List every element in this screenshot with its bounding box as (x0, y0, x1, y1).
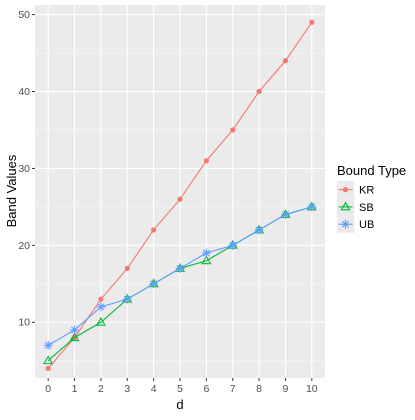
series-ub-point (122, 294, 132, 304)
y-axis: 10 20 30 40 50 (18, 9, 35, 329)
y-tick-label: 40 (18, 86, 30, 98)
series-sb-point (201, 255, 212, 265)
y-tick-label: 20 (18, 240, 30, 252)
series-kr-point (124, 265, 130, 272)
y-tick-label: 50 (18, 9, 30, 21)
legend-title: Bound Type (337, 163, 406, 178)
series-ub-point (201, 248, 211, 258)
series-ub-point (70, 325, 79, 335)
series-layer (43, 19, 317, 371)
series-ub-point (307, 202, 317, 212)
y-tick-label: 10 (18, 317, 30, 329)
legend-key-marker-sb (340, 201, 351, 211)
series-kr-point (309, 19, 315, 25)
x-tick-label: 9 (283, 383, 289, 395)
series-sb-point (69, 332, 80, 342)
series-ub-point (175, 264, 185, 273)
series-kr-point (203, 158, 209, 164)
legend: Bound Type KR SB UB (337, 163, 406, 233)
series-kr-point (177, 196, 183, 202)
x-tick-label: 7 (230, 383, 236, 395)
x-tick-label: 2 (98, 383, 104, 395)
x-tick-label: 8 (256, 383, 262, 395)
series-kr-point (282, 58, 289, 64)
series-kr-point (256, 88, 262, 95)
series-sb-point (43, 355, 54, 365)
series-ub-point (96, 302, 106, 312)
x-tick-label: 1 (72, 383, 78, 395)
x-tick-label: 10 (306, 383, 318, 395)
legend-label-kr: KR (359, 185, 374, 197)
grid-major (35, 5, 325, 378)
x-axis-title: d (176, 397, 183, 412)
series-ub-point (43, 340, 53, 350)
legend-key-marker-kr (342, 187, 349, 193)
x-tick-label: 6 (203, 383, 209, 395)
y-tick-label: 30 (18, 163, 30, 175)
x-axis: 0 1 2 3 4 5 6 7 8 9 10 (45, 378, 318, 395)
series-kr-point (45, 365, 51, 371)
x-tick-label: 5 (177, 383, 183, 395)
series-ub-point (228, 240, 238, 250)
series-kr-point (151, 227, 157, 233)
legend-label-ub: UB (359, 219, 374, 231)
series-ub-point (254, 225, 264, 235)
series-sb-point (95, 316, 106, 326)
y-axis-title: Band Values (4, 154, 19, 227)
x-tick-label: 3 (124, 383, 130, 395)
series-kr-point (230, 127, 236, 133)
legend-label-sb: SB (359, 202, 374, 214)
series-kr-point (98, 296, 104, 302)
x-tick-label: 4 (151, 383, 157, 395)
x-tick-label: 0 (45, 383, 51, 395)
series-ub-point (149, 279, 159, 289)
legend-key-marker-ub (341, 219, 350, 229)
series-ub-point (281, 210, 290, 219)
